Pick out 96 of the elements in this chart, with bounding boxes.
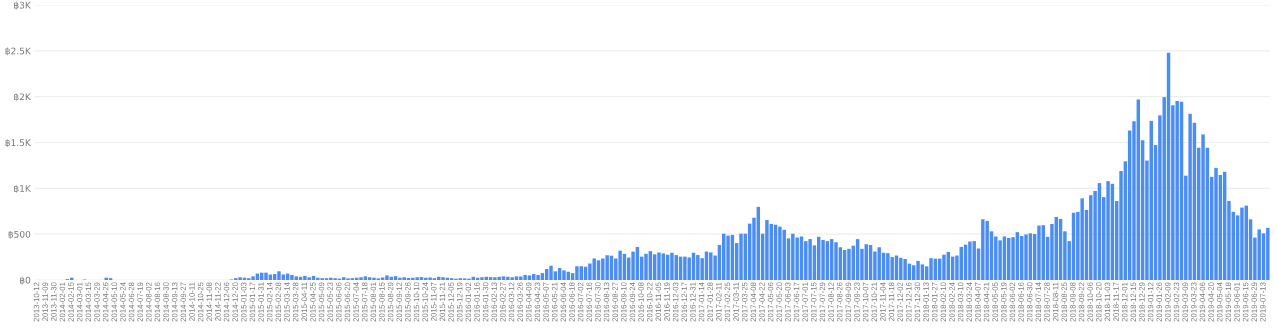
- bar: [359, 277, 363, 280]
- bar: [601, 258, 605, 280]
- bar: [1106, 181, 1110, 280]
- bar: [1214, 167, 1218, 280]
- bar: [1037, 225, 1041, 280]
- bar: [367, 277, 372, 280]
- bar: [493, 277, 497, 280]
- bar: [1080, 198, 1084, 280]
- bar: [1201, 134, 1205, 280]
- bar: [506, 276, 510, 280]
- bar: [1024, 234, 1028, 280]
- bar: [549, 265, 553, 280]
- y-tick-label: ฿3K: [14, 1, 32, 10]
- bar: [631, 251, 635, 280]
- bar: [916, 260, 920, 280]
- bar: [821, 239, 825, 280]
- bar: [264, 272, 268, 280]
- bar: [834, 242, 838, 280]
- y-tick-label: ฿1K: [14, 184, 32, 194]
- bar: [480, 277, 484, 280]
- bar: [385, 275, 389, 280]
- bar: [290, 274, 294, 280]
- bar: [363, 276, 368, 280]
- bar: [501, 276, 506, 280]
- bar: [424, 277, 428, 280]
- bar: [929, 258, 933, 280]
- bar: [942, 254, 946, 280]
- bar: [795, 237, 799, 280]
- bar: [618, 250, 622, 280]
- bar: [709, 252, 713, 280]
- bar: [791, 233, 795, 280]
- bar: [575, 266, 579, 280]
- bar: [1266, 227, 1270, 280]
- bar: [510, 277, 514, 280]
- bar: [899, 257, 903, 280]
- bar: [428, 277, 432, 280]
- bar: [903, 259, 907, 280]
- bar: [519, 276, 523, 280]
- bar: [415, 277, 419, 280]
- bar: [497, 276, 501, 280]
- bar: [1175, 100, 1179, 280]
- bar: [778, 226, 782, 280]
- bar: [329, 277, 333, 280]
- bar: [877, 247, 881, 280]
- bar: [307, 277, 311, 280]
- bar: [696, 255, 700, 280]
- bar: [251, 276, 255, 280]
- y-tick-label: ฿500: [8, 230, 31, 239]
- bar: [683, 256, 687, 280]
- bar: [441, 277, 445, 280]
- bar: [886, 253, 890, 280]
- bar: [402, 277, 406, 280]
- bar: [303, 275, 307, 280]
- bar: [847, 248, 851, 280]
- bar: [972, 241, 976, 280]
- y-tick-label: ฿1.5K: [5, 138, 32, 148]
- bar: [1257, 229, 1261, 280]
- bar: [372, 277, 376, 280]
- bar: [782, 229, 786, 280]
- bar: [670, 252, 674, 280]
- bar: [411, 277, 415, 280]
- bar: [523, 274, 527, 280]
- bar: [1240, 207, 1244, 280]
- bar: [380, 277, 385, 280]
- bar: [527, 275, 532, 280]
- bar: [687, 257, 691, 280]
- bar: [488, 277, 493, 280]
- bar: [536, 274, 540, 280]
- bar: [562, 270, 566, 280]
- bar: [998, 240, 1002, 280]
- y-tick-label: ฿0: [20, 276, 31, 285]
- bar: [765, 220, 769, 280]
- bar: [277, 271, 281, 280]
- bar: [592, 258, 596, 280]
- bar: [398, 277, 402, 280]
- y-tick-label: ฿2K: [14, 93, 32, 102]
- bar: [1089, 195, 1093, 280]
- bar: [342, 277, 346, 280]
- bar: [808, 239, 812, 280]
- bar: [644, 253, 648, 280]
- bar: [605, 255, 609, 280]
- y-tick-label: ฿2.5K: [5, 47, 32, 56]
- bar: [238, 277, 242, 280]
- bar: [981, 219, 985, 280]
- bar: [294, 276, 298, 280]
- bar: [890, 257, 894, 280]
- bar: [657, 252, 661, 280]
- bar: [1188, 113, 1192, 280]
- bar: [739, 233, 743, 280]
- bar: [419, 277, 424, 280]
- bar: [316, 277, 320, 280]
- bar: [393, 276, 398, 280]
- bar: [968, 241, 972, 280]
- bar: [985, 220, 989, 280]
- bar: [726, 235, 730, 280]
- bar: [514, 276, 519, 280]
